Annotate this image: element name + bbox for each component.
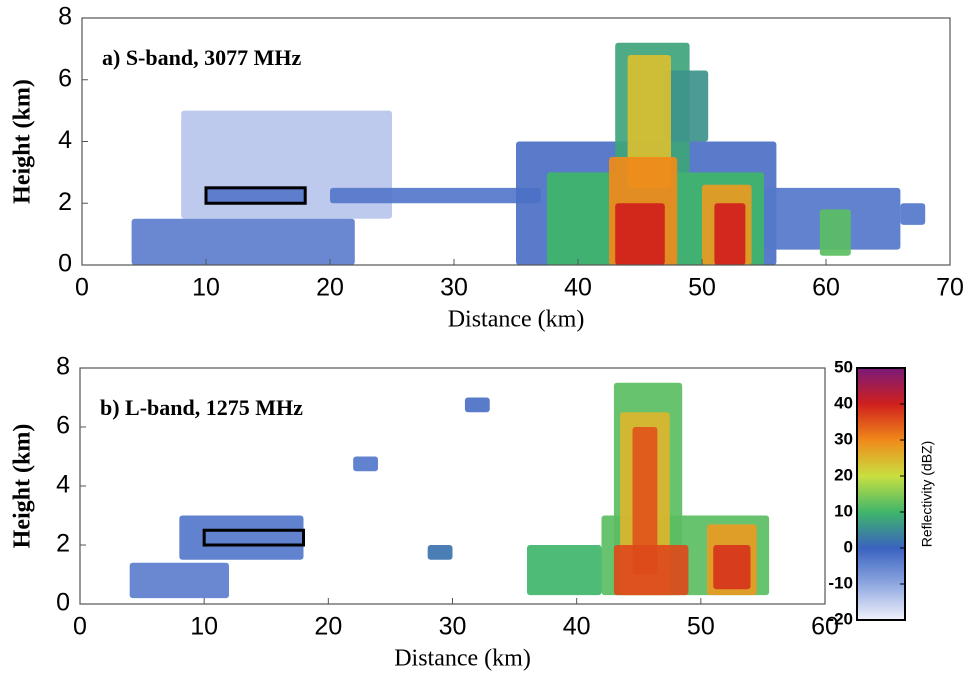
x-tick-label: 10	[192, 274, 220, 302]
y-tick-label: 2	[58, 188, 72, 216]
colorbar-tick-label: -10	[828, 573, 853, 592]
x-tick-label: 70	[936, 274, 964, 302]
colorbar-tick-label: 10	[834, 501, 853, 520]
colorbar-tick-label: 40	[834, 393, 853, 412]
x-tick-label: 0	[75, 274, 89, 302]
echo-cell	[900, 203, 926, 225]
y-tick-label: 2	[56, 530, 70, 558]
echo-cell	[632, 427, 658, 575]
echo-cell	[179, 515, 304, 560]
x-tick-label: 10	[190, 613, 218, 641]
echo-cell	[713, 545, 751, 590]
colorbar-label: Reflectivity (dBZ)	[919, 441, 935, 548]
x-axis-label: Distance (km)	[394, 646, 531, 672]
x-tick-label: 30	[439, 613, 467, 641]
panel-label: a) S-band, 3077 MHz	[102, 45, 301, 70]
y-tick-label: 0	[58, 250, 72, 278]
highlight-box	[202, 528, 306, 547]
colorbar-segment	[857, 512, 905, 549]
colorbar-tick-label: 20	[834, 465, 853, 484]
x-tick-label: 40	[563, 613, 591, 641]
echo-cell	[714, 203, 746, 265]
x-tick-label: 40	[564, 274, 592, 302]
y-tick-label: 6	[56, 412, 70, 440]
x-tick-label: 30	[440, 274, 468, 302]
colorbar-segment	[857, 548, 905, 585]
y-tick-label: 4	[56, 471, 70, 499]
echo-cell	[129, 562, 229, 599]
highlight-box	[204, 186, 307, 205]
y-tick-label: 0	[56, 589, 70, 617]
y-tick-label: 6	[58, 64, 72, 92]
colorbar-tick-label: 50	[834, 357, 853, 376]
echo-cell	[819, 209, 851, 256]
x-tick-label: 20	[316, 274, 344, 302]
x-tick-label: 50	[687, 613, 715, 641]
y-tick-label: 4	[58, 126, 72, 154]
y-axis-label: Height (km)	[10, 79, 36, 204]
echo-cell	[613, 545, 689, 596]
x-tick-label: 0	[73, 613, 87, 641]
colorbar-segment	[857, 584, 905, 621]
echo-cell	[353, 456, 378, 472]
echo-cell	[464, 397, 490, 413]
x-tick-label: 50	[688, 274, 716, 302]
echo-cell	[330, 187, 541, 204]
colorbar-segment	[857, 440, 905, 477]
colorbar-segment	[857, 476, 905, 513]
colorbar-segment	[857, 404, 905, 441]
echo-cell	[131, 218, 355, 265]
x-tick-label: 60	[812, 274, 840, 302]
colorbar-tick-label: 30	[834, 429, 853, 448]
y-axis-label: Height (km)	[10, 424, 36, 549]
echo-cell	[615, 203, 665, 265]
echo-cell	[427, 545, 453, 560]
colorbar-segment	[857, 368, 905, 405]
y-tick-label: 8	[56, 353, 70, 381]
y-tick-label: 8	[58, 3, 72, 31]
x-axis-label: Distance (km)	[448, 307, 585, 333]
colorbar-frame	[856, 367, 906, 621]
colorbar-tick-label: -20	[828, 609, 853, 628]
x-tick-label: 60	[811, 613, 839, 641]
echo-cell	[627, 55, 671, 188]
echo-cell	[664, 70, 709, 142]
panel-label: b) L-band, 1275 MHz	[100, 395, 303, 420]
echo-cell	[527, 545, 602, 596]
x-tick-label: 20	[314, 613, 342, 641]
echo-cell	[206, 187, 306, 204]
colorbar-tick-label: 0	[844, 537, 853, 556]
